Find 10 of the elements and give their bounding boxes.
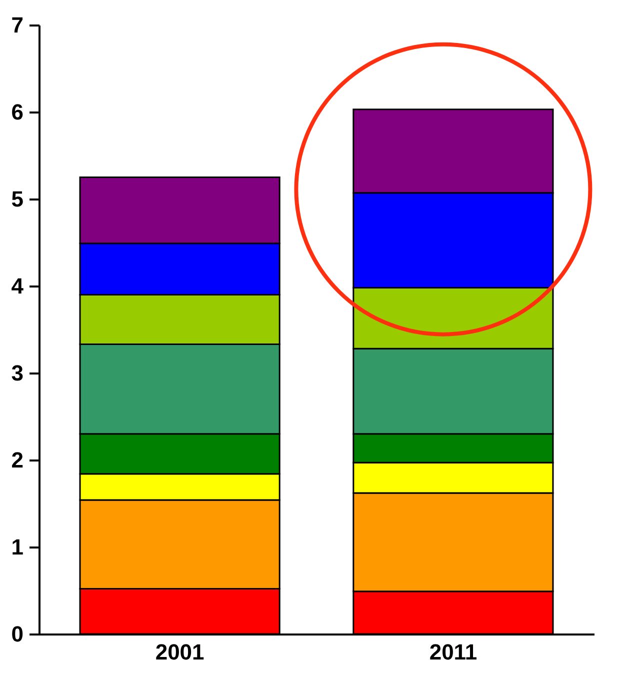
y-tick-label: 0 (11, 622, 24, 646)
y-tick-label: 7 (11, 12, 24, 38)
x-tick-label: 2001 (155, 640, 204, 664)
y-tick-label: 5 (11, 186, 24, 212)
y-tick-label: 2 (11, 448, 24, 472)
x-tick-label: 2011 (429, 640, 478, 664)
y-tick-label: 4 (11, 274, 24, 298)
y-tick-label: 3 (11, 360, 24, 386)
y-tick-label: 6 (11, 100, 24, 124)
y-tick-label: 1 (11, 534, 24, 560)
